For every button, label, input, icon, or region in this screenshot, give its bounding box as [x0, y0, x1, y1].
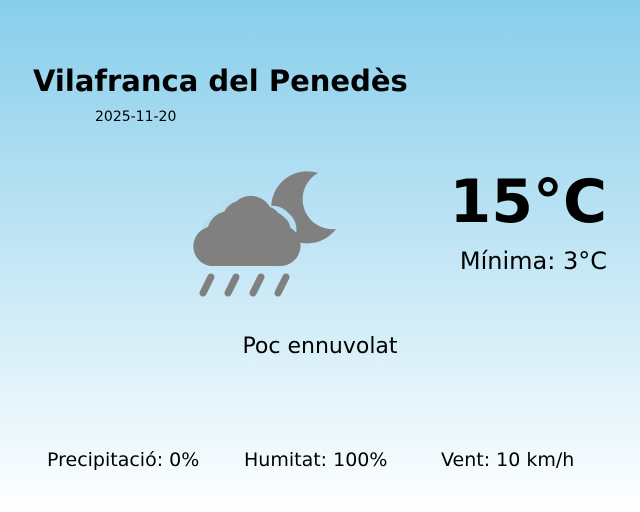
minimum-temperature: Mínima: 3°C — [459, 247, 607, 275]
weather-description: Poc ennuvolat — [242, 334, 398, 359]
date-label: 2025-11-20 — [95, 109, 177, 125]
cloud-icon — [193, 194, 301, 267]
cloud-rain-moon-icon — [193, 171, 336, 297]
location-title: Vilafranca del Penedès — [33, 64, 408, 98]
current-temperature: 15°C — [449, 167, 607, 237]
humidity-stat: Humitat: 100% — [244, 449, 388, 471]
rain-icon — [199, 273, 290, 297]
precipitation-stat: Precipitació: 0% — [47, 449, 200, 471]
wind-stat: Vent: 10 km/h — [441, 449, 575, 471]
